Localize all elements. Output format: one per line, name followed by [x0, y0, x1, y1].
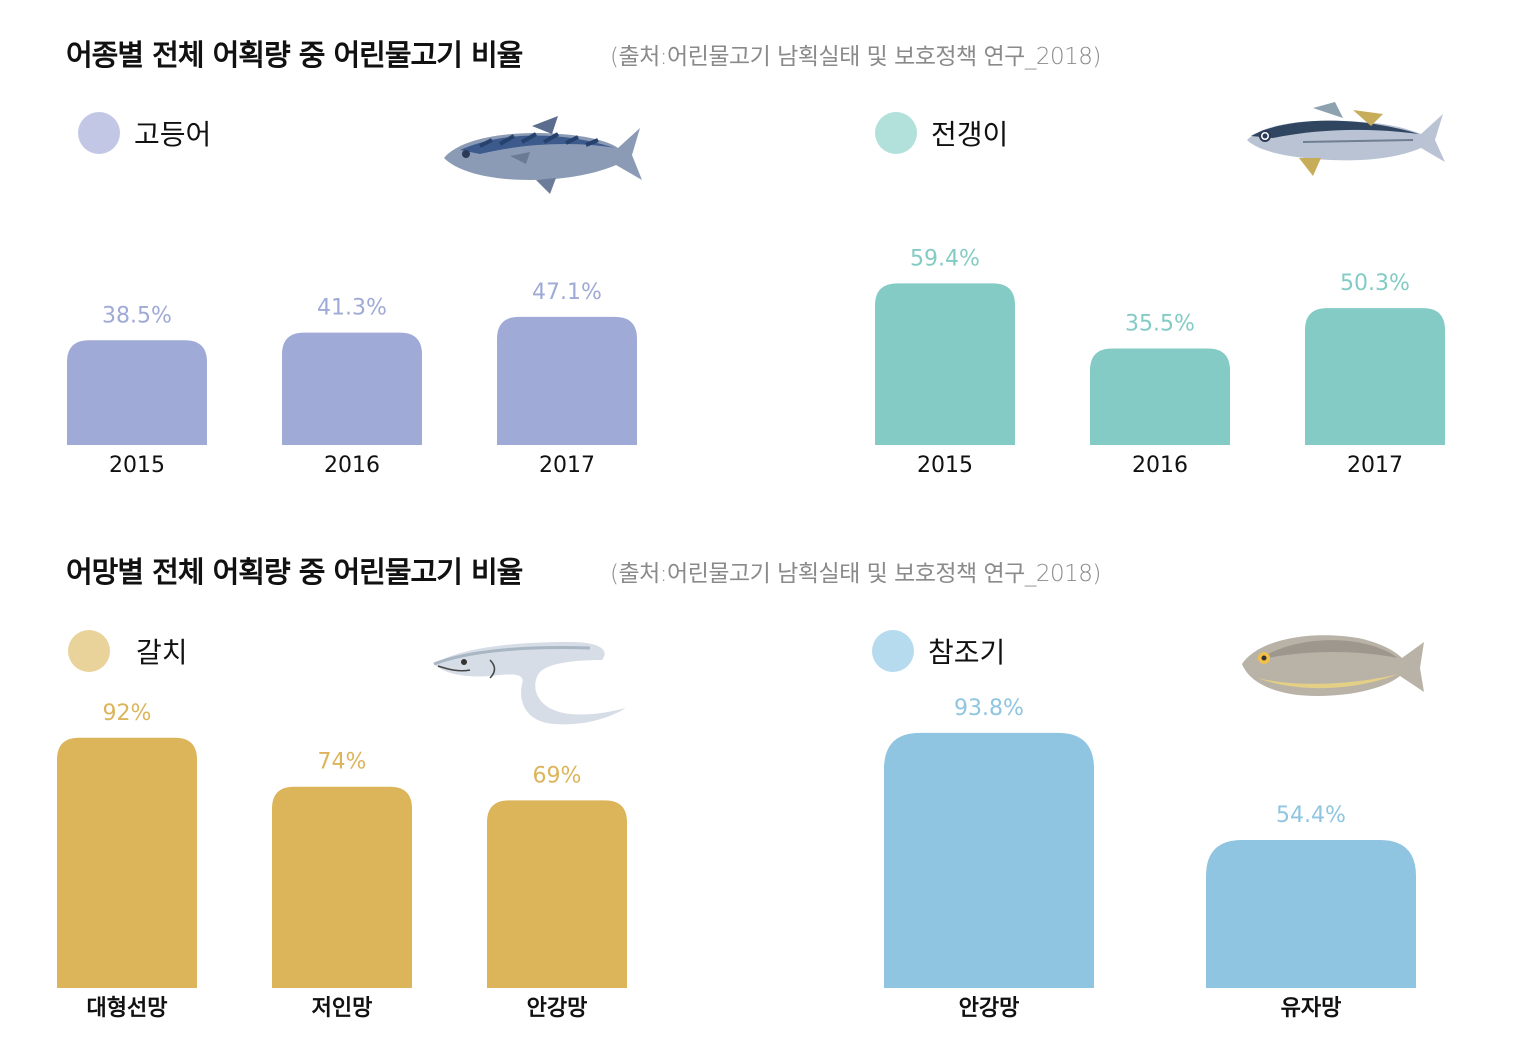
value-label: 41.3%: [317, 296, 387, 321]
bar-2016: [1090, 348, 1230, 445]
section-source-net: (출처:어린물고기 남획실태 및 보호정책 연구_2018): [610, 561, 1101, 587]
bar-저인망: [272, 786, 412, 988]
section-title-species: 어종별 전체 어획량 중 어린물고기 비율: [66, 38, 523, 72]
category-label: 대형선망: [87, 996, 168, 1021]
legend-dot-yellow-croaker: [872, 630, 914, 672]
bar-2015: [67, 340, 207, 445]
legend-label-mackerel: 고등어: [134, 118, 212, 151]
category-label: 2016: [324, 453, 380, 478]
value-label: 93.8%: [954, 696, 1024, 721]
category-label: 2016: [1132, 453, 1188, 478]
hairtail-icon: [433, 642, 626, 725]
chart-mackerel: 38.5% 2015 41.3% 2016 47.1% 2017: [67, 280, 637, 478]
legend-dot-mackerel: [78, 112, 120, 154]
yellow-croaker-icon: [1242, 635, 1424, 696]
section-title-net: 어망별 전체 어획량 중 어린물고기 비율: [66, 555, 523, 589]
category-label: 2015: [109, 453, 165, 478]
bar-2017: [497, 316, 637, 445]
section-source-species: (출처:어린물고기 남획실태 및 보호정책 연구_2018): [610, 44, 1101, 70]
bar-2015: [875, 283, 1015, 445]
category-label: 2017: [539, 453, 595, 478]
value-label: 50.3%: [1340, 271, 1410, 296]
category-label: 2015: [917, 453, 973, 478]
bar-2016: [282, 332, 422, 445]
value-label: 92%: [103, 701, 152, 726]
category-label: 2017: [1347, 453, 1403, 478]
value-label: 59.4%: [910, 246, 980, 271]
value-label: 74%: [318, 750, 367, 775]
legend-hairtail: 갈치: [68, 630, 188, 672]
legend-label-yellow-croaker: 참조기: [928, 636, 1006, 669]
legend-label-horse-mackerel: 전갱이: [931, 118, 1009, 151]
value-label: 38.5%: [102, 303, 172, 328]
value-label: 69%: [533, 763, 582, 788]
legend-label-hairtail: 갈치: [136, 636, 188, 669]
value-label: 47.1%: [532, 280, 602, 305]
bar-유자망: [1206, 840, 1416, 988]
horse-mackerel-icon: [1247, 102, 1445, 176]
legend-yellow-croaker: 참조기: [872, 630, 1005, 672]
chart-yellow-croaker: 93.8% 안강망 54.4% 유자망: [884, 696, 1416, 1021]
category-label: 유자망: [1281, 996, 1342, 1021]
category-label: 안강망: [959, 996, 1020, 1021]
legend-horse-mackerel: 전갱이: [875, 112, 1008, 154]
value-label: 54.4%: [1276, 803, 1346, 828]
chart-hairtail: 92% 대형선망 74% 저인망 69% 안강망: [57, 701, 627, 1021]
legend-mackerel: 고등어: [78, 112, 211, 154]
legend-dot-hairtail: [68, 630, 110, 672]
bar-안강망: [487, 800, 627, 988]
bar-2017: [1305, 308, 1445, 445]
value-label: 35.5%: [1125, 311, 1195, 336]
mackerel-icon: [444, 116, 642, 194]
category-label: 안강망: [527, 996, 588, 1021]
category-label: 저인망: [312, 996, 373, 1021]
bar-대형선망: [57, 737, 197, 988]
chart-horse-mackerel: 59.4% 2015 35.5% 2016 50.3% 2017: [875, 246, 1445, 478]
bar-안강망: [884, 732, 1094, 988]
legend-dot-horse-mackerel: [875, 112, 917, 154]
